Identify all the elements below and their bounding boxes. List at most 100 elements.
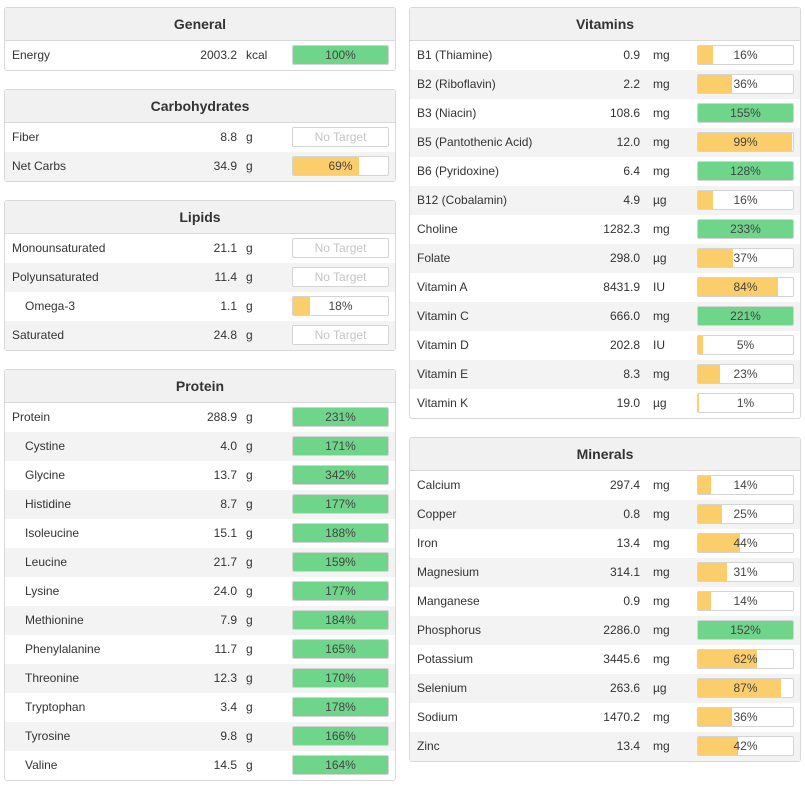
nutrient-row[interactable]: Vitamin K 19.0 µg 1% (410, 389, 800, 418)
nutrient-unit: g (246, 613, 253, 627)
progress-percent: 87% (733, 681, 758, 695)
panel-title: Carbohydrates (5, 90, 395, 123)
nutrient-row[interactable]: Iron 13.4 mg 44% (410, 529, 800, 558)
progress-percent: 128% (730, 164, 761, 178)
nutrient-row[interactable]: Phosphorus 2286.0 mg 152% (410, 616, 800, 645)
progress-percent: 36% (733, 77, 758, 91)
nutrient-row[interactable]: Folate 298.0 µg 37% (410, 244, 800, 273)
nutrient-unit: g (246, 410, 253, 424)
nutrient-amount: 297.4 (609, 478, 640, 492)
nutrient-row[interactable]: Valine 14.5 g 164% (5, 751, 395, 780)
nutrient-row[interactable]: B1 (Thiamine) 0.9 mg 16% (410, 41, 800, 70)
nutrient-row[interactable]: Polyunsaturated 11.4 g No Target (5, 263, 395, 292)
progress-fill (698, 708, 733, 726)
nutrient-unit: g (246, 671, 253, 685)
nutrient-amount: 202.8 (609, 338, 640, 352)
nutrient-row[interactable]: Selenium 263.6 µg 87% (410, 674, 800, 703)
nutrient-row[interactable]: Manganese 0.9 mg 14% (410, 587, 800, 616)
nutrient-name: Vitamin K (417, 396, 469, 410)
progress-percent: 84% (733, 280, 758, 294)
progress-percent: 184% (325, 613, 356, 627)
general-panel: General Energy 2003.2 kcal 100% (4, 7, 396, 71)
nutrient-row[interactable]: Leucine 21.7 g 159% (5, 548, 395, 577)
nutrient-amount: 24.0 (213, 584, 237, 598)
target-progress-bar: 36% (697, 74, 794, 94)
target-progress-bar: 99% (697, 132, 794, 152)
nutrient-row[interactable]: Tyrosine 9.8 g 166% (5, 722, 395, 751)
target-progress-bar: 177% (292, 581, 389, 601)
target-progress-bar: 165% (292, 639, 389, 659)
nutrient-row[interactable]: Glycine 13.7 g 342% (5, 461, 395, 490)
progress-fill (698, 365, 720, 383)
target-progress-bar: 16% (697, 45, 794, 65)
nutrient-amount: 1470.2 (603, 710, 640, 724)
nutrient-row[interactable]: Vitamin C 666.0 mg 221% (410, 302, 800, 331)
nutrient-row[interactable]: Vitamin E 8.3 mg 23% (410, 360, 800, 389)
nutrient-row[interactable]: Copper 0.8 mg 25% (410, 500, 800, 529)
nutrient-unit: g (246, 555, 253, 569)
nutrient-amount: 15.1 (213, 526, 237, 540)
nutrient-unit: g (246, 439, 253, 453)
nutrient-row[interactable]: Cystine 4.0 g 171% (5, 432, 395, 461)
panel-rows: Calcium 297.4 mg 14% Copper 0.8 mg 25% Iron 13.4 m… (410, 471, 800, 761)
nutrient-row[interactable]: Potassium 3445.6 mg 62% (410, 645, 800, 674)
progress-fill (293, 582, 388, 600)
nutrient-name: Zinc (417, 739, 440, 753)
nutrient-row[interactable]: Calcium 297.4 mg 14% (410, 471, 800, 500)
nutrient-unit: g (246, 468, 253, 482)
target-progress-bar: 18% (292, 296, 389, 316)
nutrient-row[interactable]: Saturated 24.8 g No Target (5, 321, 395, 350)
nutrient-unit: g (246, 584, 253, 598)
nutrient-name: B1 (Thiamine) (417, 48, 493, 62)
nutrient-row[interactable]: B6 (Pyridoxine) 6.4 mg 128% (410, 157, 800, 186)
nutrient-amount: 11.7 (214, 642, 237, 656)
progress-fill (293, 698, 388, 716)
target-progress-bar: 166% (292, 726, 389, 746)
nutrient-row[interactable]: Protein 288.9 g 231% (5, 403, 395, 432)
nutrient-amount: 21.7 (213, 555, 237, 569)
progress-percent: 16% (733, 193, 758, 207)
nutrient-row[interactable]: Omega-3 1.1 g 18% (5, 292, 395, 321)
nutrient-row[interactable]: Net Carbs 34.9 g 69% (5, 152, 395, 181)
nutrient-row[interactable]: Tryptophan 3.4 g 178% (5, 693, 395, 722)
nutrient-amount: 0.9 (623, 594, 640, 608)
nutrient-row[interactable]: Methionine 7.9 g 184% (5, 606, 395, 635)
nutrient-row[interactable]: Histidine 8.7 g 177% (5, 490, 395, 519)
nutrient-amount: 263.6 (609, 681, 640, 695)
nutrient-row[interactable]: Threonine 12.3 g 170% (5, 664, 395, 693)
progress-fill (293, 297, 311, 315)
nutrient-row[interactable]: Lysine 24.0 g 177% (5, 577, 395, 606)
progress-percent: 1% (736, 396, 755, 410)
nutrient-name: B12 (Cobalamin) (417, 193, 508, 207)
nutrient-row[interactable]: B5 (Pantothenic Acid) 12.0 mg 99% (410, 128, 800, 157)
nutrient-row[interactable]: Vitamin A 8431.9 IU 84% (410, 273, 800, 302)
nutrient-row[interactable]: Choline 1282.3 mg 233% (410, 215, 800, 244)
nutrient-row[interactable]: B3 (Niacin) 108.6 mg 155% (410, 99, 800, 128)
progress-fill (698, 737, 738, 755)
nutrient-amount: 8.8 (220, 130, 237, 144)
nutrient-row[interactable]: B2 (Riboflavin) 2.2 mg 36% (410, 70, 800, 99)
nutrient-row[interactable]: Isoleucine 15.1 g 188% (5, 519, 395, 548)
nutrient-row[interactable]: Magnesium 314.1 mg 31% (410, 558, 800, 587)
target-progress-bar: 36% (697, 707, 794, 727)
nutrient-row[interactable]: Monounsaturated 21.1 g No Target (5, 234, 395, 263)
nutrient-row[interactable]: Energy 2003.2 kcal 100% (5, 41, 395, 70)
nutrient-name: Iron (417, 536, 438, 550)
nutrient-row[interactable]: Sodium 1470.2 mg 36% (410, 703, 800, 732)
nutrient-unit: mg (653, 739, 670, 753)
target-progress-bar: 155% (697, 103, 794, 123)
nutrient-unit: mg (653, 222, 670, 236)
progress-fill (698, 336, 703, 354)
nutrient-unit: mg (653, 77, 670, 91)
nutrient-row[interactable]: B12 (Cobalamin) 4.9 µg 16% (410, 186, 800, 215)
nutrient-row[interactable]: Vitamin D 202.8 IU 5% (410, 331, 800, 360)
nutrient-row[interactable]: Zinc 13.4 mg 42% (410, 732, 800, 761)
panel-rows: Fiber 8.8 g No Target Net Carbs 34.9 g 69% (5, 123, 395, 181)
nutrient-row[interactable]: Phenylalanine 11.7 g 165% (5, 635, 395, 664)
nutrient-row[interactable]: Fiber 8.8 g No Target (5, 123, 395, 152)
nutrient-name: Selenium (417, 681, 468, 695)
nutrient-name: Manganese (417, 594, 480, 608)
nutrient-name: Copper (417, 507, 457, 521)
progress-fill (698, 679, 781, 697)
nutrient-name: Leucine (25, 555, 68, 569)
